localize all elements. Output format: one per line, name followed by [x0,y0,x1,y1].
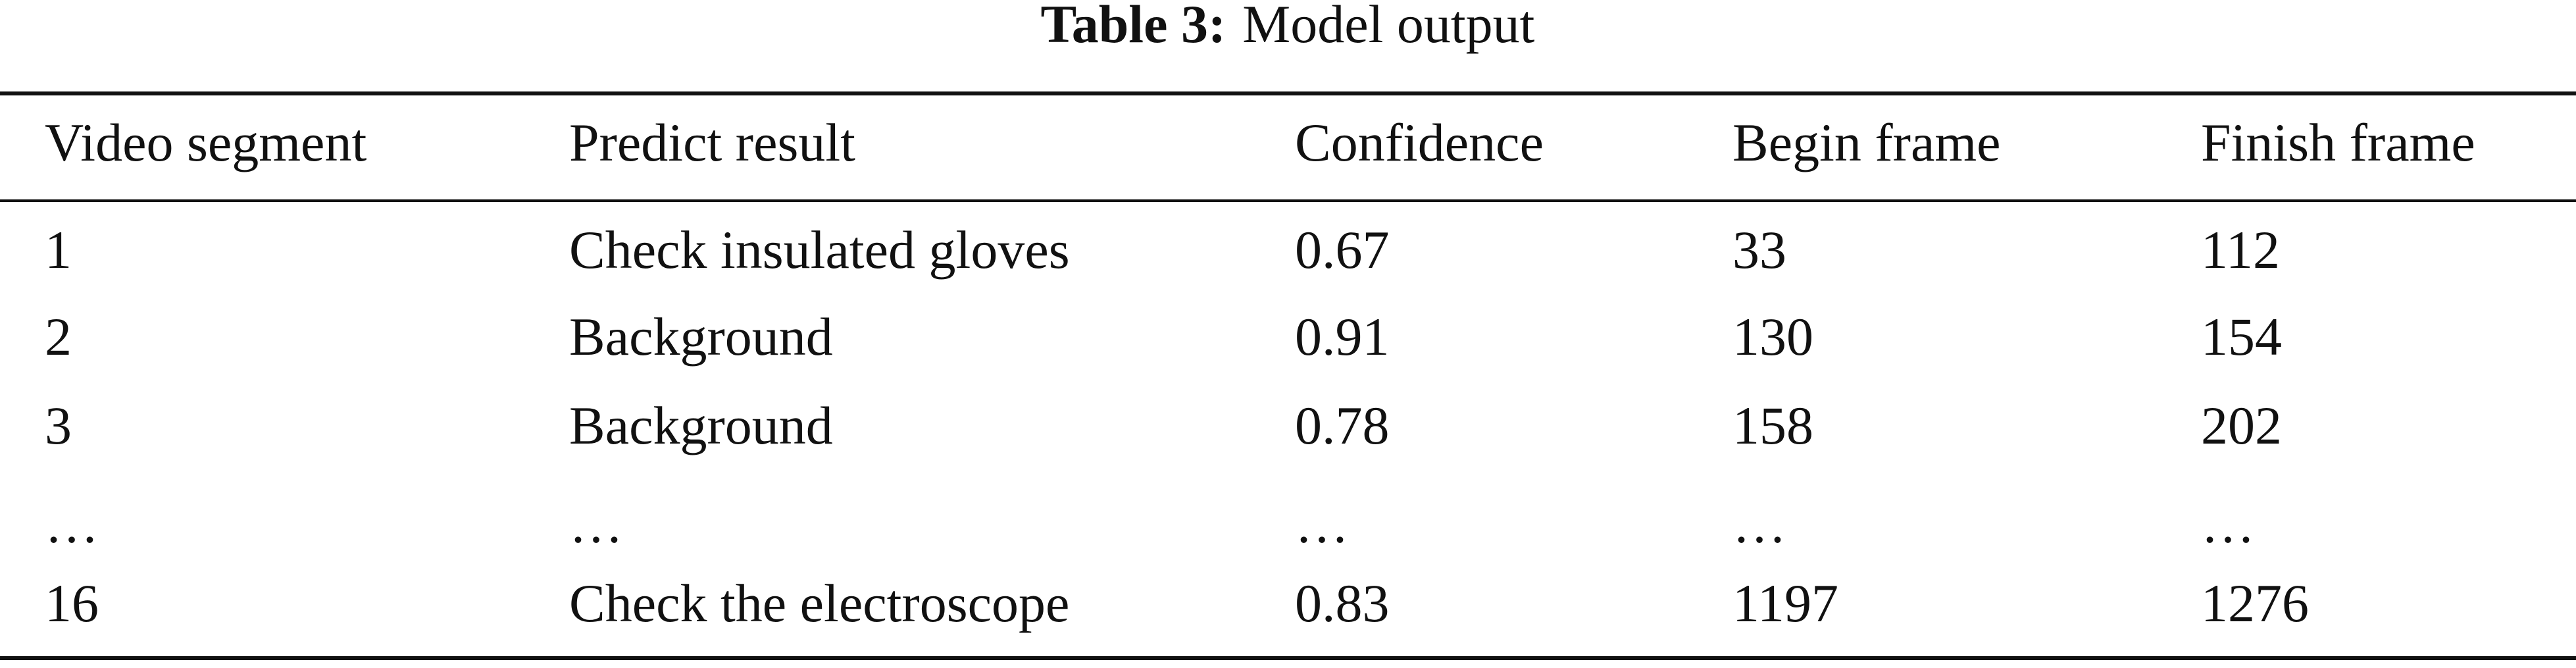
caption-label: Table 3: [1041,0,1226,54]
cell: 1 [45,220,72,280]
cell: … [1732,494,1786,554]
cell: 202 [2201,396,2282,455]
caption: Table 3: Model output [1041,0,1535,54]
column-header: Predict result [569,113,855,172]
column-header: Begin frame [1732,113,2001,172]
cell: 3 [45,396,72,455]
cell: 158 [1732,396,1813,455]
cell: 154 [2201,307,2282,367]
cell: 112 [2201,220,2280,280]
cell: 1276 [2201,573,2309,633]
cell: 0.78 [1295,396,1390,455]
column-header: Video segment [45,113,366,172]
cell: Check the electroscope [569,573,1069,633]
cell: 0.83 [1295,573,1390,633]
column-header: Confidence [1295,113,1544,172]
cell: Check insulated gloves [569,220,1070,280]
cell: 0.91 [1295,307,1390,367]
cell: Background [569,307,833,367]
cell: Background [569,396,833,455]
cell: … [569,494,623,554]
column-header: Finish frame [2201,113,2475,172]
caption-title: Model output [1242,0,1534,54]
cell: 0.67 [1295,220,1390,280]
cell: … [1295,494,1349,554]
cell: … [2201,494,2255,554]
cell: 33 [1732,220,1786,280]
cell: 16 [45,573,99,633]
cell: 130 [1732,307,1813,367]
cell: 1197 [1732,573,1838,633]
cell: … [45,494,99,554]
cell: 2 [45,307,72,367]
